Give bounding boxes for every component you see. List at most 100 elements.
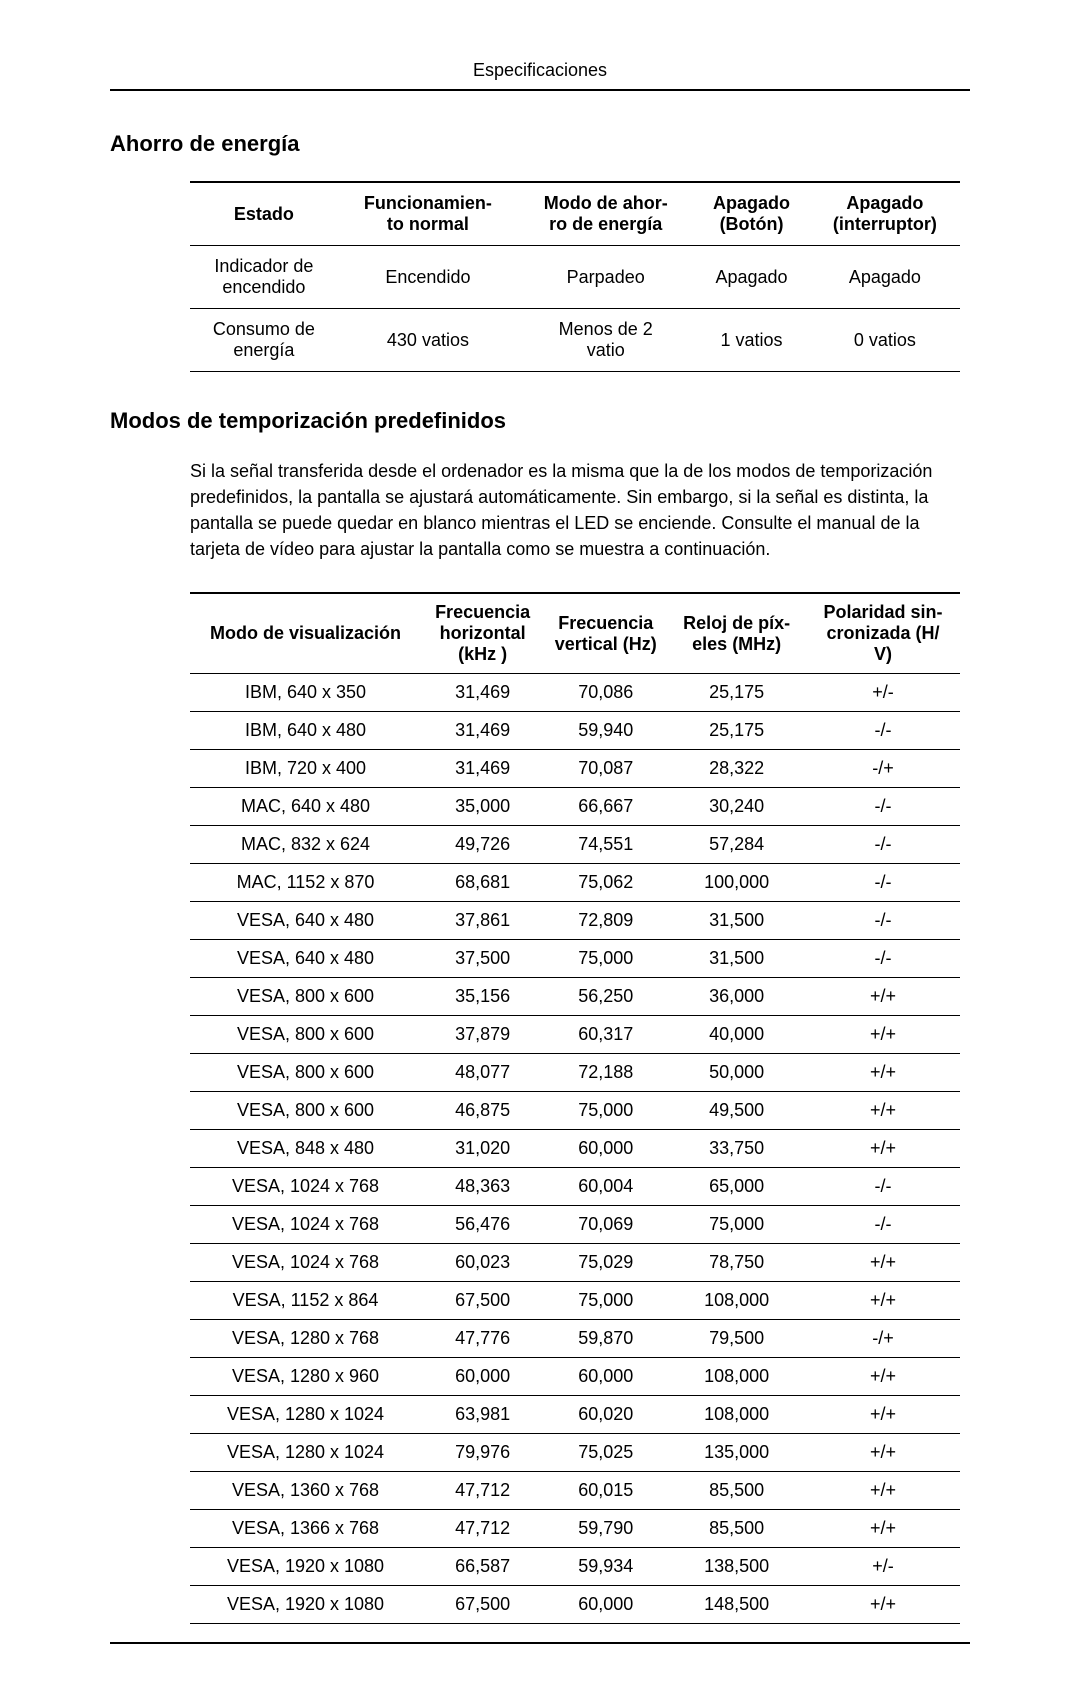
th-mode: Modo de visualización [190, 593, 421, 674]
cell: 75,029 [544, 1244, 667, 1282]
table-row: Indicador deencendido Encendido Parpadeo… [190, 246, 960, 309]
cell: 68,681 [421, 864, 544, 902]
cell: 37,879 [421, 1016, 544, 1054]
cell: VESA, 1024 x 768 [190, 1206, 421, 1244]
cell: 75,000 [544, 940, 667, 978]
cell: 49,726 [421, 826, 544, 864]
cell: 31,500 [667, 902, 806, 940]
cell: 108,000 [667, 1396, 806, 1434]
table-row: VESA, 1280 x 102479,97675,025135,000+/+ [190, 1434, 960, 1472]
cell: 31,469 [421, 674, 544, 712]
cell: 59,940 [544, 712, 667, 750]
cell: -/- [806, 864, 960, 902]
table-row: MAC, 640 x 48035,00066,66730,240-/- [190, 788, 960, 826]
cell: VESA, 1280 x 1024 [190, 1434, 421, 1472]
table-row: VESA, 1152 x 86467,50075,000108,000+/+ [190, 1282, 960, 1320]
row-label: Consumo deenergía [190, 309, 338, 372]
cell: 59,790 [544, 1510, 667, 1548]
cell: 1 vatios [693, 309, 809, 372]
cell: -/+ [806, 750, 960, 788]
cell: VESA, 1360 x 768 [190, 1472, 421, 1510]
cell: 35,000 [421, 788, 544, 826]
cell: 36,000 [667, 978, 806, 1016]
cell: -/- [806, 712, 960, 750]
footer-rule [110, 1642, 970, 1644]
cell: +/+ [806, 1358, 960, 1396]
table-row: VESA, 1280 x 102463,98160,020108,000+/+ [190, 1396, 960, 1434]
cell: -/- [806, 826, 960, 864]
cell: VESA, 800 x 600 [190, 1016, 421, 1054]
th-freq-h: Frecuenciahorizontal(kHz ) [421, 593, 544, 674]
table-row: IBM, 640 x 48031,46959,94025,175-/- [190, 712, 960, 750]
cell: 65,000 [667, 1168, 806, 1206]
table-row: IBM, 640 x 35031,46970,08625,175+/- [190, 674, 960, 712]
cell: 47,712 [421, 1510, 544, 1548]
cell: 67,500 [421, 1586, 544, 1624]
cell: VESA, 1920 x 1080 [190, 1586, 421, 1624]
cell: 100,000 [667, 864, 806, 902]
table-row: VESA, 800 x 60048,07772,18850,000+/+ [190, 1054, 960, 1092]
cell: 75,000 [544, 1092, 667, 1130]
table-row: VESA, 1360 x 76847,71260,01585,500+/+ [190, 1472, 960, 1510]
timing-table: Modo de visualización Frecuenciahorizont… [190, 592, 960, 1624]
cell: 70,069 [544, 1206, 667, 1244]
cell: 74,551 [544, 826, 667, 864]
cell: 33,750 [667, 1130, 806, 1168]
cell: 75,000 [667, 1206, 806, 1244]
row-label: Indicador deencendido [190, 246, 338, 309]
timing-content: Si la señal transferida desde el ordenad… [110, 458, 970, 1624]
cell: +/+ [806, 978, 960, 1016]
cell: IBM, 720 x 400 [190, 750, 421, 788]
table-row: VESA, 848 x 48031,02060,00033,750+/+ [190, 1130, 960, 1168]
cell: VESA, 1024 x 768 [190, 1168, 421, 1206]
cell: 72,809 [544, 902, 667, 940]
cell: -/- [806, 940, 960, 978]
cell: +/+ [806, 1092, 960, 1130]
table-row: Consumo deenergía 430 vatios Menos de 2v… [190, 309, 960, 372]
page-header: Especificaciones [110, 60, 970, 91]
cell: 31,500 [667, 940, 806, 978]
cell: +/+ [806, 1586, 960, 1624]
cell: 60,020 [544, 1396, 667, 1434]
cell: 25,175 [667, 712, 806, 750]
th-estado: Estado [190, 182, 338, 246]
cell: MAC, 640 x 480 [190, 788, 421, 826]
cell: VESA, 800 x 600 [190, 978, 421, 1016]
cell: 37,861 [421, 902, 544, 940]
cell: VESA, 1152 x 864 [190, 1282, 421, 1320]
cell: 75,000 [544, 1282, 667, 1320]
cell: 67,500 [421, 1282, 544, 1320]
cell: 37,500 [421, 940, 544, 978]
th-modo-ahorro: Modo de ahor-ro de energía [518, 182, 693, 246]
cell: +/+ [806, 1396, 960, 1434]
cell: +/+ [806, 1472, 960, 1510]
table-row: VESA, 1920 x 108067,50060,000148,500+/+ [190, 1586, 960, 1624]
cell: VESA, 1920 x 1080 [190, 1548, 421, 1586]
cell: 31,469 [421, 712, 544, 750]
cell: MAC, 832 x 624 [190, 826, 421, 864]
table-row: MAC, 832 x 62449,72674,55157,284-/- [190, 826, 960, 864]
cell: 63,981 [421, 1396, 544, 1434]
cell: 78,750 [667, 1244, 806, 1282]
th-pixel-clock: Reloj de píx-eles (MHz) [667, 593, 806, 674]
table-row: VESA, 640 x 48037,86172,80931,500-/- [190, 902, 960, 940]
cell: 138,500 [667, 1548, 806, 1586]
cell: +/- [806, 1548, 960, 1586]
th-polarity: Polaridad sin-cronizada (H/V) [806, 593, 960, 674]
cell: Apagado [810, 246, 960, 309]
cell: 46,875 [421, 1092, 544, 1130]
cell: 66,667 [544, 788, 667, 826]
cell: 60,015 [544, 1472, 667, 1510]
table-row: VESA, 1366 x 76847,71259,79085,500+/+ [190, 1510, 960, 1548]
table-row: VESA, 1024 x 76856,47670,06975,000-/- [190, 1206, 960, 1244]
cell: 75,025 [544, 1434, 667, 1472]
cell: VESA, 848 x 480 [190, 1130, 421, 1168]
cell: 48,363 [421, 1168, 544, 1206]
cell: +/+ [806, 1130, 960, 1168]
cell: 59,870 [544, 1320, 667, 1358]
energy-content: Estado Funcionamien-to normal Modo de ah… [110, 181, 970, 372]
table-row: VESA, 1024 x 76848,36360,00465,000-/- [190, 1168, 960, 1206]
cell: 47,776 [421, 1320, 544, 1358]
cell: 49,500 [667, 1092, 806, 1130]
cell: 25,175 [667, 674, 806, 712]
